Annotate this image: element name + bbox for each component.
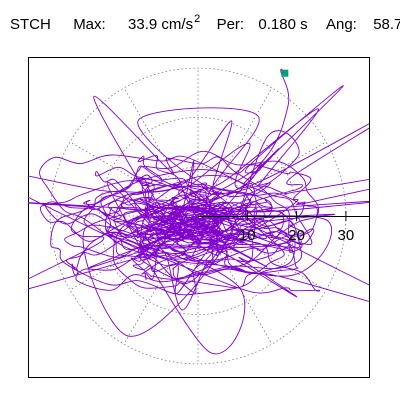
station-code: STCH <box>10 16 51 33</box>
angle-value: 58.7 <box>373 16 400 33</box>
plot-header: STCH Max: 33.9 cm/s2 Per: 0.180 s Ang: 5… <box>10 13 400 36</box>
radial-axis: 10 20 30 <box>198 211 369 244</box>
radial-tick-label-30: 30 <box>338 227 355 244</box>
particle-motion-trace <box>28 68 369 355</box>
period-value: 0.180 s <box>258 16 308 33</box>
radial-tick-label-20: 20 <box>288 227 305 244</box>
max-label: Max: <box>73 16 106 33</box>
max-unit-exponent: 2 <box>194 13 201 25</box>
trace-group <box>28 68 369 355</box>
period-label: Per: <box>216 16 245 33</box>
max-value: 33.9 <box>128 16 158 33</box>
grid-spoke-150 <box>69 141 199 217</box>
grid-spoke-60 <box>197 87 273 217</box>
angle-label: Ang: <box>325 16 357 33</box>
plot-frame <box>28 57 370 378</box>
radial-tick-label-10: 10 <box>239 227 256 244</box>
peak-marker <box>281 69 289 77</box>
max-unit: cm/s <box>161 16 194 33</box>
